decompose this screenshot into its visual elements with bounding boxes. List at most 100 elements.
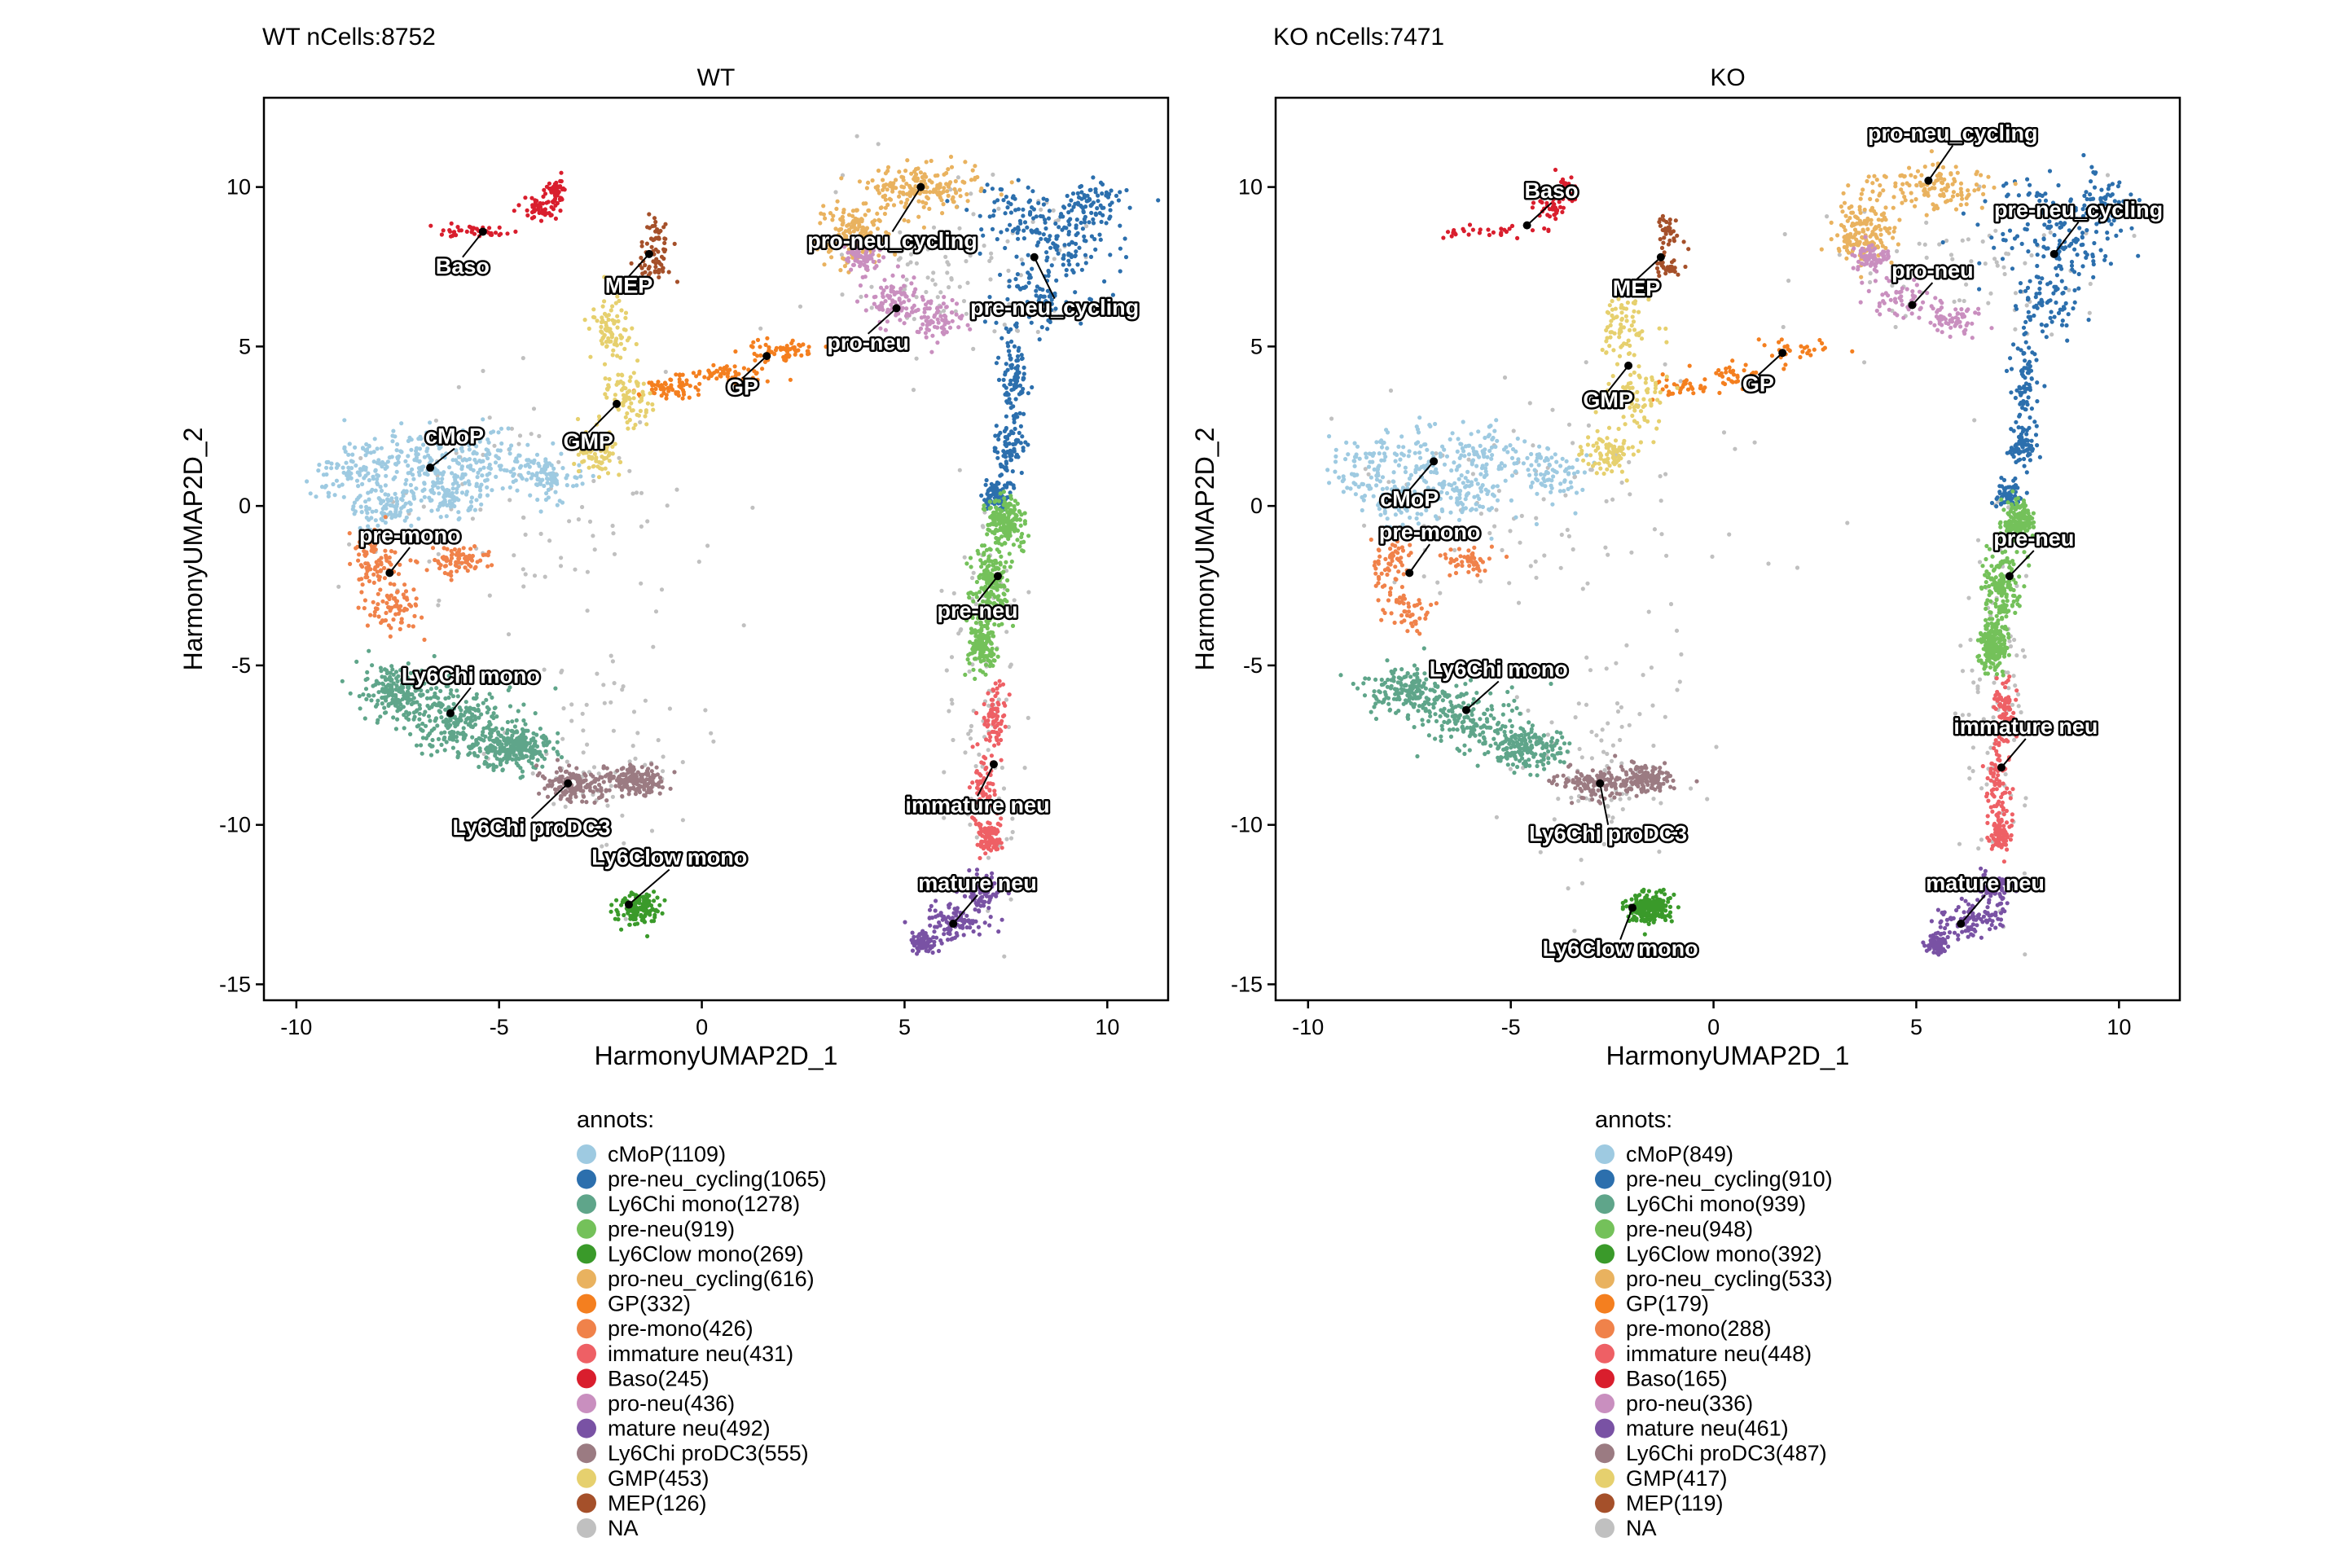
x-tick-label: 5 xyxy=(898,1015,911,1039)
points-pro-neu-cycling-wt xyxy=(813,154,1014,275)
legend-swatch xyxy=(577,1493,596,1513)
cluster-leader-line xyxy=(1927,145,1954,182)
y-tick-label: -5 xyxy=(1243,653,1263,678)
cluster-centroid-dot xyxy=(2049,249,2058,258)
y-tick-label: 0 xyxy=(1250,494,1263,518)
legend-label: Ly6Clow mono(269) xyxy=(608,1241,804,1266)
legend-ko: annots: cMoP(849)pre-neu_cycling(910)Ly6… xyxy=(1595,1107,1833,1540)
legend-label: Ly6Chi proDC3(487) xyxy=(1626,1441,1827,1465)
cluster-leader-line xyxy=(2001,738,2027,768)
legend-swatch xyxy=(1595,1219,1615,1239)
cluster-leader-line xyxy=(1607,365,1629,392)
points-mep-ko xyxy=(1654,213,1691,283)
legend-swatch xyxy=(577,1468,596,1488)
cluster-centroid-dot xyxy=(478,227,487,236)
legend-swatch xyxy=(577,1144,596,1164)
legend-swatch xyxy=(577,1443,596,1464)
cluster-label: MEP xyxy=(1613,276,1661,301)
x-tick-label: -5 xyxy=(490,1015,509,1039)
legend-swatch xyxy=(1595,1368,1615,1389)
cluster-centroid-dot xyxy=(892,304,901,313)
cluster-centroid-dot xyxy=(564,779,573,788)
legend-swatch xyxy=(1595,1269,1615,1289)
cluster-label: MEP xyxy=(605,273,653,297)
legend-items-wt: cMoP(1109)pre-neu_cycling(1065)Ly6Chi mo… xyxy=(577,1142,827,1540)
y-tick-label: 0 xyxy=(239,494,251,518)
legend-items-ko: cMoP(849)pre-neu_cycling(910)Ly6Chi mono… xyxy=(1595,1142,1833,1540)
points-pre-neu-ko xyxy=(1975,489,2037,678)
x-axis-ticks-ko: -10 -5 0 5 10 xyxy=(1292,1000,2131,1039)
cluster-centroid-dot xyxy=(613,399,622,408)
legend-swatch xyxy=(1595,1468,1615,1488)
legend-label: pre-neu_cycling(1065) xyxy=(608,1167,827,1192)
cluster-leader-line xyxy=(587,403,617,433)
x-tick-label: 5 xyxy=(1910,1015,1922,1039)
legend-label: Ly6Chi proDC3(555) xyxy=(608,1441,809,1465)
legend-label: mature neu(461) xyxy=(1626,1416,1789,1441)
legend-swatch xyxy=(1595,1169,1615,1189)
cluster-label: pro-neu xyxy=(827,331,909,355)
cluster-leader-line xyxy=(1526,202,1553,226)
legend-swatch xyxy=(577,1269,596,1289)
legend-swatch xyxy=(577,1293,596,1314)
cluster-label: Baso xyxy=(436,254,490,279)
cluster-centroid-dot xyxy=(426,463,435,472)
facet-label-wt: WT xyxy=(697,64,736,91)
y-axis-ticks-wt: -15 -10 -5 0 5 10 xyxy=(219,175,264,996)
legend-swatch xyxy=(577,1343,596,1364)
points-pro-neu-ko xyxy=(1850,235,1994,340)
points-ly6chi-mono-ko xyxy=(1338,646,1572,778)
cluster-leader-line xyxy=(2009,550,2035,577)
points-pre-neu-cycling-wt xyxy=(944,175,1161,512)
cluster-centroid-dot xyxy=(1596,779,1605,788)
cluster-label: Ly6Chi proDC3 xyxy=(453,815,611,840)
cluster-label: GP xyxy=(727,376,758,400)
cluster-label: GMP xyxy=(1583,388,1633,412)
plot-frame-ko xyxy=(1274,96,2181,1002)
y-axis-ticks-ko: -15 -10 -5 0 5 10 xyxy=(1231,175,1276,996)
legend-label: pro-neu(336) xyxy=(1626,1391,1753,1416)
legend-label: mature neu(492) xyxy=(608,1416,771,1441)
cluster-label: Ly6Chi mono xyxy=(402,663,540,687)
y-tick-label: -5 xyxy=(231,653,251,678)
legend-swatch xyxy=(577,1194,596,1214)
legend-label: cMoP(1109) xyxy=(608,1142,726,1166)
legend-label: MEP(119) xyxy=(1626,1491,1724,1515)
legend-label: GMP(417) xyxy=(1626,1466,1728,1491)
legend-swatch xyxy=(1595,1394,1615,1413)
cluster-centroid-dot xyxy=(1656,253,1665,261)
legend-label: Ly6Chi mono(1278) xyxy=(608,1192,800,1216)
cluster-leader-line xyxy=(952,894,978,925)
legend-label: Ly6Clow mono(392) xyxy=(1626,1241,1822,1266)
legend-swatch xyxy=(577,1319,596,1339)
scatter-points-ko xyxy=(1325,149,2142,957)
cluster-label: mature neu xyxy=(1926,871,2045,895)
legend-swatch xyxy=(1595,1319,1615,1339)
y-tick-label: 5 xyxy=(1250,334,1263,358)
facet-label-ko: KO xyxy=(1710,64,1745,91)
cluster-centroid-dot xyxy=(762,352,771,361)
cluster-centroid-dot xyxy=(1957,920,1966,929)
y-tick-label: -15 xyxy=(1231,972,1263,996)
cluster-leader-line xyxy=(1465,680,1500,711)
points-pre-neu-cycling-ko xyxy=(1940,152,2142,510)
cluster-label: pre-neu xyxy=(1993,526,2074,551)
points-pre-mono-ko xyxy=(1368,534,1509,636)
legend-label: pre-mono(426) xyxy=(608,1316,753,1341)
legend-label: GP(332) xyxy=(608,1292,691,1316)
y-tick-label: -10 xyxy=(1231,813,1263,837)
legend-label: pro-neu_cycling(533) xyxy=(1626,1267,1833,1291)
points-mep-wt xyxy=(629,212,680,284)
cluster-leader-line xyxy=(1757,352,1783,376)
legend-label: GMP(453) xyxy=(608,1466,710,1491)
y-tick-label: 10 xyxy=(1238,175,1263,200)
cluster-leader-line xyxy=(1408,460,1434,491)
legend-swatch xyxy=(577,1169,596,1189)
x-tick-label: 10 xyxy=(1095,1015,1119,1039)
cluster-label: Baso xyxy=(1524,178,1578,203)
cluster-label: GMP xyxy=(563,429,613,454)
y-tick-label: 5 xyxy=(239,334,251,358)
points-cmop-wt xyxy=(305,417,595,532)
cluster-label: Ly6Clow mono xyxy=(1543,937,1698,961)
x-tick-label: -10 xyxy=(280,1015,312,1039)
